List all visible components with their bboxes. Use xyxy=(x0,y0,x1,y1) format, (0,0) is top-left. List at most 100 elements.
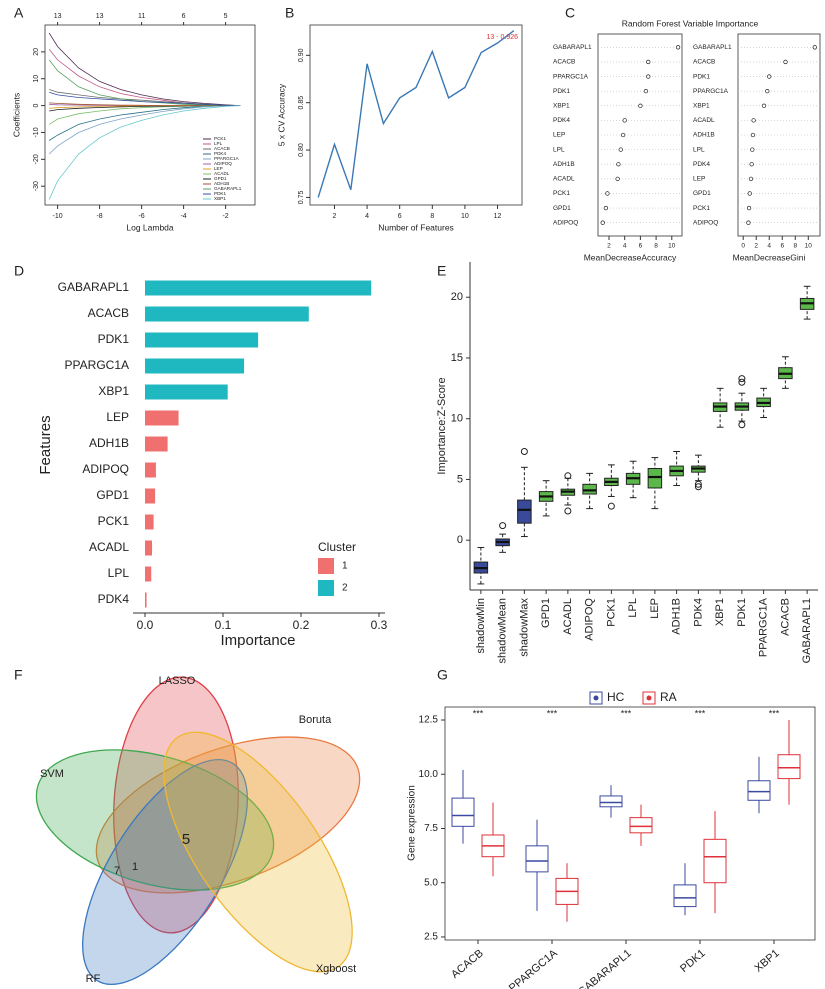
series-line xyxy=(317,30,515,198)
significance: *** xyxy=(769,708,780,718)
category-label: ACADL xyxy=(693,117,715,124)
y-tick-label: 0.80 xyxy=(298,143,305,157)
legend-label: PPARGC1A xyxy=(214,156,240,161)
series-line xyxy=(48,32,241,106)
category-label: LEP xyxy=(106,410,129,424)
category-label: LPL xyxy=(553,146,565,153)
x-tick-label: 10 xyxy=(461,213,469,220)
top-tick-label: 11 xyxy=(138,13,145,20)
y-axis-label: Features xyxy=(37,415,54,474)
dot xyxy=(675,45,681,50)
x-tick-label: 8 xyxy=(654,243,658,250)
panel-letter: E xyxy=(437,263,446,279)
y-tick-label: -30 xyxy=(33,181,40,191)
x-tick-label: shadowMin xyxy=(475,598,487,654)
legend-label: PCK1 xyxy=(214,136,226,141)
bar xyxy=(145,514,154,530)
venn-set xyxy=(82,758,248,986)
legend-swatch xyxy=(318,580,334,596)
dot xyxy=(638,103,643,108)
dot xyxy=(605,191,610,196)
x-tick-label: 0.0 xyxy=(137,618,154,632)
x-tick-label: -8 xyxy=(96,213,102,220)
x-tick-label: 10 xyxy=(668,243,676,250)
outlier xyxy=(520,448,528,456)
category-label: LEP xyxy=(553,132,565,139)
x-tick-label: 8 xyxy=(430,213,434,220)
category-label: PDK1 xyxy=(98,332,130,346)
dot xyxy=(761,103,767,108)
category-label: PDK4 xyxy=(553,117,570,124)
dot xyxy=(767,74,772,79)
chart-title: Random Forest Variable Importance xyxy=(622,18,759,28)
x-tick-label: GABARAPL1 xyxy=(576,947,634,989)
count-label: 5 xyxy=(182,831,190,848)
legend-label: ACACB xyxy=(214,146,230,151)
x-tick-label: ACACB xyxy=(779,598,791,636)
annotation: 13 - 0.926 xyxy=(486,34,518,41)
legend-label: PDK1 xyxy=(214,191,226,196)
set-label: LASSO xyxy=(159,675,196,687)
x-tick-label: 6 xyxy=(639,243,643,250)
legend-label: XBP1 xyxy=(214,196,226,201)
x-tick-label: PPARGC1A xyxy=(507,947,560,989)
dot xyxy=(749,162,754,167)
x-tick-label: 0.1 xyxy=(215,618,232,632)
y-tick-label: 10 xyxy=(33,75,40,83)
top-tick-label: 5 xyxy=(224,13,228,20)
category-label: LEP xyxy=(693,176,705,183)
x-tick-label: ACACB xyxy=(449,947,486,981)
legend-swatch xyxy=(318,558,334,574)
dot xyxy=(750,132,756,138)
category-label: ACADL xyxy=(89,540,129,554)
outlier xyxy=(564,472,572,480)
venn-set xyxy=(35,749,275,891)
bar xyxy=(145,592,147,608)
category-label: PDK1 xyxy=(553,88,570,95)
y-tick-label: 15 xyxy=(451,352,463,364)
x-tick-label: PDK1 xyxy=(678,947,708,975)
dot xyxy=(618,147,623,152)
y-tick-label: 10 xyxy=(451,413,463,425)
dot xyxy=(765,89,770,94)
panel-letter: F xyxy=(14,667,23,683)
legend-dot xyxy=(593,695,599,701)
dot xyxy=(616,162,621,167)
dot xyxy=(620,132,626,138)
category-label: GABARAPL1 xyxy=(58,280,130,294)
set-label: Xgboost xyxy=(316,963,356,975)
dot xyxy=(746,205,752,211)
significance: *** xyxy=(695,708,706,718)
category-label: PDK4 xyxy=(98,592,130,606)
category-label: ACACB xyxy=(693,59,715,66)
panel-letter: D xyxy=(14,263,24,279)
category-label: ACACB xyxy=(553,59,575,66)
outlier xyxy=(694,483,702,491)
y-tick-label: 0.85 xyxy=(298,96,305,110)
x-tick-label: XBP1 xyxy=(753,947,782,974)
y-axis-label: Coefficients xyxy=(11,93,21,137)
y-tick-label: 20 xyxy=(451,291,463,303)
box xyxy=(517,499,532,524)
box xyxy=(747,780,771,801)
y-tick-label: 0 xyxy=(457,534,463,546)
x-tick-label: shadowMax xyxy=(518,598,530,657)
bar xyxy=(145,410,179,426)
box xyxy=(525,845,549,873)
outlier xyxy=(564,507,572,515)
x-tick-label: 0 xyxy=(741,243,745,250)
category-label: ADH1B xyxy=(693,132,715,139)
category-label: XBP1 xyxy=(98,384,129,398)
y-tick-label: 0 xyxy=(33,104,40,108)
category-label: GABARAPL1 xyxy=(693,44,732,51)
legend-label: ADIPOQ xyxy=(214,161,232,166)
top-tick-label: 13 xyxy=(96,13,104,20)
box xyxy=(629,817,653,834)
dot xyxy=(615,176,620,181)
y-axis-label: Importance:Z-Score xyxy=(436,377,448,474)
top-tick-label: 6 xyxy=(182,13,186,20)
category-label: PPARGC1A xyxy=(693,88,729,95)
legend-label: GABARAPL1 xyxy=(214,186,242,191)
legend-label: HC xyxy=(607,690,625,704)
dot xyxy=(622,118,627,123)
